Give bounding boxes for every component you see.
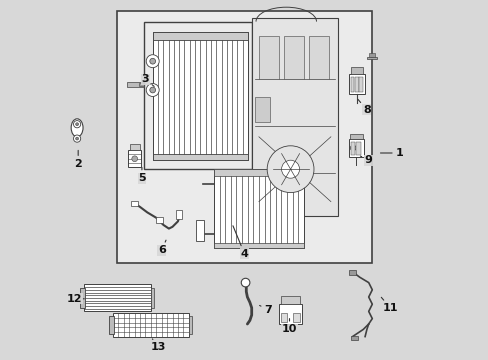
Text: 10: 10 <box>281 319 297 334</box>
Circle shape <box>73 135 81 142</box>
Text: 2: 2 <box>74 150 82 169</box>
Bar <box>348 270 355 275</box>
Bar <box>108 316 114 334</box>
Bar <box>354 77 358 92</box>
Bar <box>292 313 299 322</box>
Bar <box>309 36 328 79</box>
Circle shape <box>149 87 155 93</box>
Bar <box>151 288 153 308</box>
Text: 1: 1 <box>380 148 402 158</box>
Bar <box>356 142 360 155</box>
Bar <box>258 36 278 79</box>
Bar <box>213 169 303 176</box>
Bar <box>113 313 188 337</box>
Bar <box>117 11 371 263</box>
Bar <box>139 83 143 86</box>
Circle shape <box>132 156 137 162</box>
Circle shape <box>349 145 355 151</box>
Text: 3: 3 <box>142 74 154 86</box>
Circle shape <box>76 123 79 126</box>
Bar <box>359 77 362 92</box>
Circle shape <box>73 121 81 128</box>
Ellipse shape <box>71 119 83 137</box>
Bar <box>348 139 363 157</box>
Bar <box>152 32 247 160</box>
Bar <box>131 201 137 206</box>
Bar <box>278 304 302 324</box>
Circle shape <box>146 55 159 68</box>
Bar <box>350 336 357 340</box>
Circle shape <box>281 160 299 178</box>
Bar <box>127 82 143 87</box>
Bar <box>255 97 269 122</box>
Text: 11: 11 <box>381 297 397 313</box>
Bar <box>176 210 182 219</box>
Bar <box>280 313 286 322</box>
Text: 5: 5 <box>138 167 145 183</box>
Circle shape <box>146 84 159 96</box>
Bar <box>350 67 363 74</box>
Bar <box>188 316 191 334</box>
Bar <box>156 217 163 223</box>
Circle shape <box>241 278 249 287</box>
Bar <box>152 32 247 40</box>
Text: 12: 12 <box>67 294 84 304</box>
Bar <box>350 142 354 155</box>
Text: 9: 9 <box>360 155 372 165</box>
Bar <box>348 74 365 94</box>
Bar <box>143 22 251 169</box>
Bar <box>213 169 303 248</box>
Bar <box>196 220 203 241</box>
Bar <box>251 18 337 216</box>
Text: 8: 8 <box>357 99 370 115</box>
Bar <box>280 296 300 304</box>
Circle shape <box>76 137 79 140</box>
Bar <box>128 150 141 167</box>
Bar <box>368 53 374 57</box>
Circle shape <box>149 58 155 64</box>
Text: 6: 6 <box>158 240 165 255</box>
Bar <box>366 57 376 59</box>
Bar <box>84 284 151 311</box>
Bar <box>350 77 354 92</box>
Bar <box>284 36 303 79</box>
Text: 13: 13 <box>150 339 165 352</box>
Bar <box>349 134 362 139</box>
Bar <box>152 154 247 160</box>
Circle shape <box>266 146 313 193</box>
Text: 4: 4 <box>232 226 248 259</box>
Bar <box>213 243 303 248</box>
Text: 7: 7 <box>259 305 271 315</box>
Bar <box>129 144 140 150</box>
Bar <box>80 288 85 308</box>
